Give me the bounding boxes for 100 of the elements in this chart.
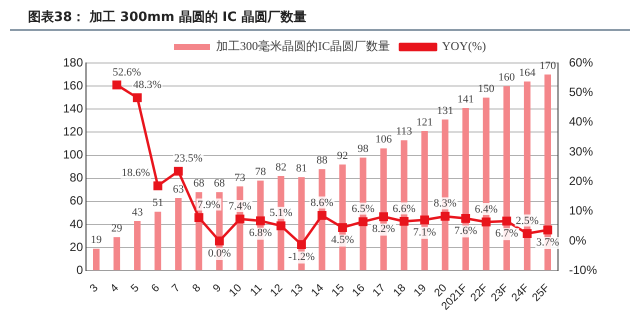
- point: [440, 212, 450, 221]
- x-tick-label: 18: [391, 282, 408, 300]
- bar: [134, 221, 141, 270]
- y2-tick-label: -10%: [568, 262, 598, 277]
- x-tick-label: 10: [227, 282, 244, 300]
- data-label: 68: [193, 178, 205, 190]
- data-label: 43: [132, 206, 144, 218]
- y2-tick-label: 10%: [568, 204, 594, 218]
- data-label: 8.6%: [310, 196, 334, 209]
- bar: [114, 237, 120, 270]
- y-tick-label: 40: [70, 216, 84, 231]
- point: [174, 166, 183, 176]
- point: [420, 215, 430, 224]
- y2-tick-label: 0%: [568, 233, 587, 248]
- data-label: 150: [478, 82, 495, 95]
- legend-label: YOY(%): [442, 39, 486, 54]
- data-label: 4.5%: [331, 234, 354, 246]
- data-label: 88: [316, 154, 328, 167]
- data-label: 48.3%: [133, 79, 162, 92]
- x-tick-label: 7: [170, 282, 183, 295]
- y2-tick-label: 40%: [568, 114, 594, 129]
- x-tick-label: 25F: [530, 282, 552, 304]
- point: [297, 240, 306, 249]
- y-tick-label: 80: [70, 170, 84, 185]
- chart-title: 图表38： 加工 300mm 晶圆的 IC 晶圆厂数量: [10, 0, 630, 31]
- x-tick-label: 13: [288, 282, 306, 300]
- point: [132, 93, 142, 102]
- data-label: 164: [518, 66, 536, 79]
- point: [235, 214, 244, 224]
- data-label: 68: [214, 178, 226, 190]
- x-tick-label: 3: [88, 282, 101, 295]
- point: [214, 236, 224, 246]
- data-label: 3.7%: [536, 236, 560, 248]
- data-label: 131: [436, 104, 454, 117]
- data-label: 7.6%: [454, 224, 478, 237]
- data-label: 6.7%: [495, 227, 518, 240]
- y2-tick-label: 50%: [568, 84, 594, 99]
- data-label: 160: [498, 71, 516, 84]
- x-tick-label: 6: [149, 282, 162, 295]
- data-label: 78: [254, 166, 266, 178]
- point: [543, 226, 552, 234]
- y2-tick-label: 30%: [568, 144, 594, 158]
- data-label: 5.1%: [270, 207, 292, 220]
- x-tick-label: 9: [210, 282, 224, 295]
- x-tick-label: 12: [268, 282, 286, 300]
- data-label: 19: [90, 234, 102, 246]
- bar: [154, 212, 162, 270]
- point: [276, 221, 286, 230]
- bar: [93, 248, 100, 270]
- x-tick-label: 22F: [468, 282, 491, 304]
- data-label: 98: [358, 142, 370, 155]
- point: [379, 212, 388, 222]
- point: [522, 229, 532, 238]
- point: [112, 80, 122, 90]
- data-label: 6.5%: [352, 203, 375, 216]
- point: [318, 211, 326, 220]
- data-label: 0.0%: [208, 247, 231, 260]
- point: [358, 217, 368, 226]
- x-tick-label: 16: [350, 282, 368, 300]
- y-tick-label: 100: [62, 148, 84, 162]
- point: [256, 216, 265, 226]
- y-tick-label: 160: [62, 78, 84, 92]
- data-label: 6.4%: [474, 203, 498, 216]
- data-label: 51: [152, 197, 164, 210]
- y-tick-label: 120: [62, 124, 84, 139]
- x-tick-label: 8: [190, 282, 204, 295]
- y2-tick-label: 60%: [568, 55, 594, 70]
- x-tick-label: 23F: [489, 282, 512, 304]
- data-label: 7.4%: [228, 200, 252, 212]
- point: [400, 216, 409, 226]
- data-label: 106: [375, 134, 392, 146]
- data-label: 8.2%: [372, 223, 396, 236]
- y-tick-label: 140: [62, 101, 84, 116]
- data-label: 7.9%: [197, 198, 220, 211]
- data-label: 141: [457, 93, 474, 106]
- point: [338, 223, 347, 232]
- data-label: 170: [539, 60, 556, 72]
- x-tick-label: 5: [128, 282, 142, 295]
- x-tick-label: 11: [248, 282, 265, 299]
- data-label: 81: [296, 162, 307, 175]
- data-label: 113: [396, 126, 413, 138]
- x-tick-label: 4: [108, 282, 122, 295]
- y-tick-label: 20: [70, 240, 84, 254]
- y-tick-label: 180: [62, 55, 84, 70]
- point: [461, 214, 470, 223]
- data-label: -1.2%: [288, 250, 315, 263]
- data-label: 2.5%: [516, 214, 539, 227]
- x-tick-label: 15: [330, 282, 347, 300]
- data-label: 121: [416, 116, 433, 128]
- data-label: 6.8%: [248, 227, 272, 240]
- data-label: 18.6%: [122, 167, 150, 180]
- x-tick-label: 19: [412, 282, 429, 300]
- legend-label: 加工300毫米晶圆的IC晶圆厂数量: [216, 39, 390, 54]
- data-label: 6.6%: [392, 202, 416, 215]
- data-label: 73: [234, 172, 246, 184]
- x-tick-label: 14: [309, 282, 326, 300]
- data-label: 8.3%: [434, 198, 457, 210]
- x-tick-label: 17: [370, 282, 388, 300]
- y-tick-label: 60: [70, 194, 84, 208]
- data-label: 29: [111, 222, 123, 235]
